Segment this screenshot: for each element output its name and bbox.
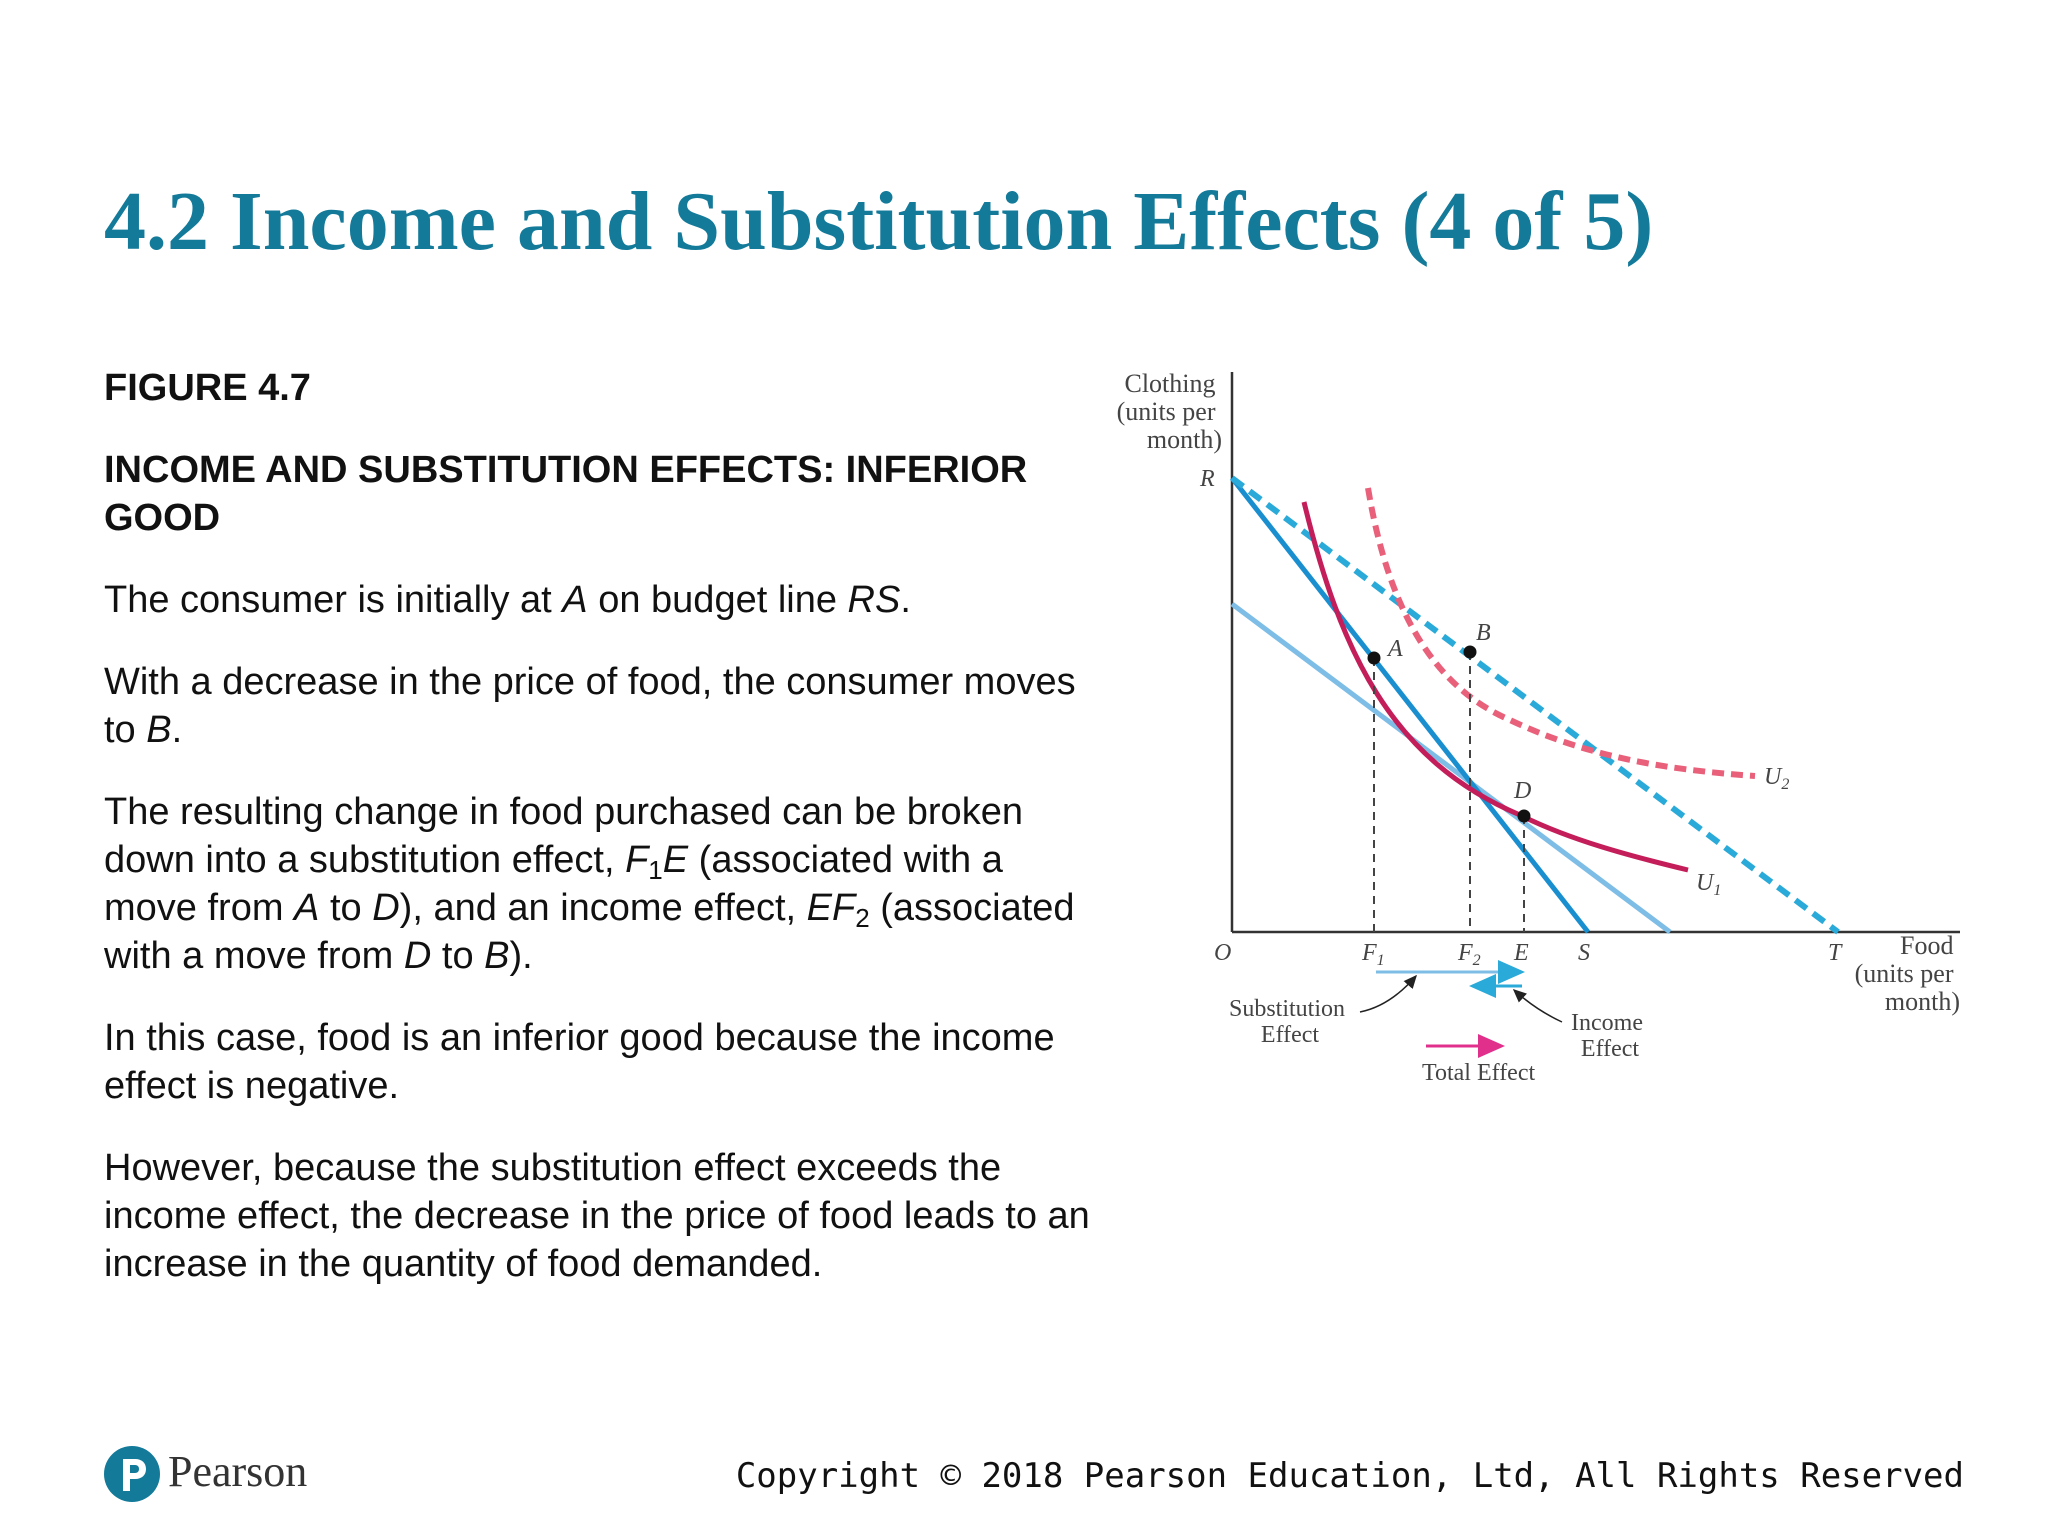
curve-u2-label: U2 <box>1764 764 1789 793</box>
slide-title: 4.2 Income and Substitution Effects (4 o… <box>104 175 1654 268</box>
pearson-brand-name: Pearson <box>168 1447 308 1496</box>
diagram-svg: Clothing (units per month) Food (units p… <box>1117 369 1960 1086</box>
figure-caption: INCOME AND SUBSTITUTION EFFECTS: INFERIO… <box>104 449 1028 539</box>
paragraph-decomposition: The resulting change in food purchased c… <box>104 791 1075 977</box>
figure-4-7-diagram: Clothing (units per month) Food (units p… <box>1090 360 1990 1120</box>
paragraph-inferior-good: In this case, food is an inferior good b… <box>104 1017 1055 1107</box>
point-b-label: B <box>1476 620 1491 646</box>
indifference-curve-u1 <box>1301 501 1689 873</box>
paragraph-conclusion: However, because the substitution effect… <box>104 1147 1090 1285</box>
substitution-pointer <box>1359 974 1417 1013</box>
budget-line-parallel <box>1230 601 1672 935</box>
tick-f1-label: F1 <box>1361 940 1385 969</box>
copyright-notice: Copyright © 2018 Pearson Education, Ltd,… <box>735 1456 1964 1496</box>
point-d <box>1517 809 1531 823</box>
point-d-label: D <box>1513 778 1531 804</box>
point-a <box>1367 651 1381 665</box>
indifference-curve-u2 <box>1365 487 1756 779</box>
x-axis-label: Food (units per month) <box>1855 931 1960 1016</box>
budget-line-rt <box>1230 475 1840 935</box>
intercept-t-label: T <box>1828 940 1843 966</box>
curve-u1-label: U1 <box>1696 870 1721 899</box>
paragraph-initial-point: The consumer is initially at A on budget… <box>104 579 911 621</box>
point-b <box>1463 645 1477 659</box>
tick-f2-label: F2 <box>1457 940 1481 969</box>
intercept-r-label: R <box>1199 466 1215 492</box>
income-effect-label: Income Effect <box>1571 1010 1649 1062</box>
text-column: FIGURE 4.7 INCOME AND SUBSTITUTION EFFEC… <box>104 364 1094 1288</box>
tick-e-label: E <box>1513 940 1529 966</box>
origin-label: O <box>1214 940 1231 966</box>
y-axis-label: Clothing (units per month) <box>1117 369 1222 454</box>
income-pointer <box>1512 988 1563 1023</box>
paragraph-price-decrease: With a decrease in the price of food, th… <box>104 661 1076 751</box>
substitution-effect-label: Substitution Effect <box>1229 996 1351 1048</box>
budget-line-rs <box>1230 476 1590 934</box>
intercept-s-label: S <box>1578 940 1590 966</box>
total-effect-label: Total Effect <box>1422 1060 1535 1086</box>
pearson-logo-icon <box>104 1444 160 1509</box>
figure-label: FIGURE 4.7 <box>104 367 311 409</box>
point-a-label: A <box>1386 636 1403 662</box>
